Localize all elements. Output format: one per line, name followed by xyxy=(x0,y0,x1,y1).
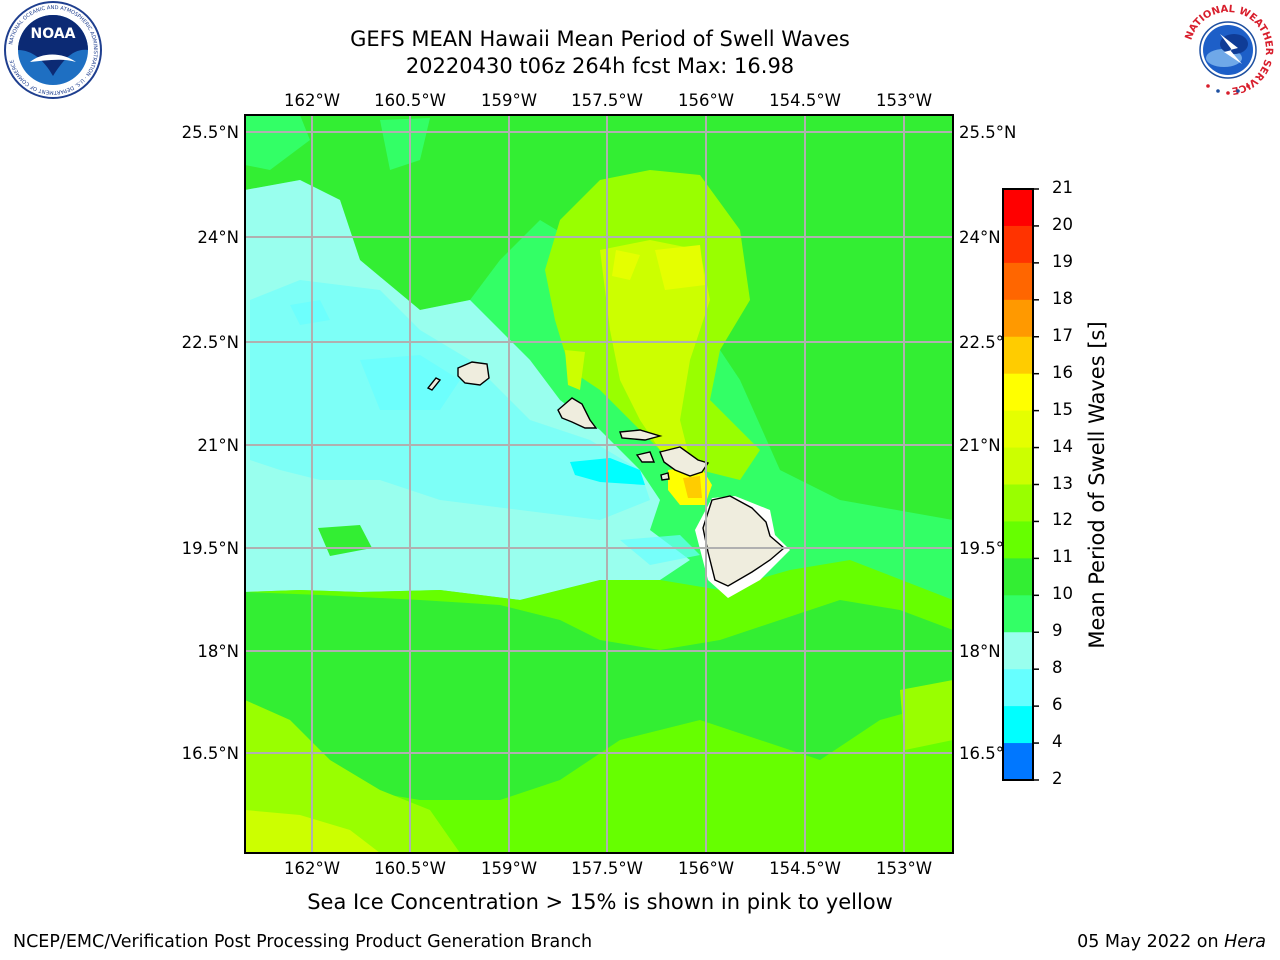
lat-label-left: 24°N xyxy=(197,228,239,247)
colorbar-label: 16 xyxy=(1052,362,1073,382)
lat-label-left: 22.5°N xyxy=(182,333,239,352)
colorbar-segment xyxy=(1003,595,1033,633)
lon-label-bottom: 162°W xyxy=(284,859,340,878)
colorbar-label: 17 xyxy=(1052,325,1073,345)
contour-13-14 xyxy=(600,240,710,460)
colorbar-label: 18 xyxy=(1052,288,1073,308)
contour-14-15 xyxy=(655,245,705,290)
lon-label-top: 156°W xyxy=(678,91,734,110)
colorbar-segment xyxy=(1003,410,1033,449)
nws-logo: NATIONAL WEATHER SERVICE xyxy=(1179,1,1277,99)
colorbar-label: 9 xyxy=(1052,621,1063,641)
contour-field xyxy=(245,115,953,853)
footer-host: Hera xyxy=(1224,932,1266,952)
niihau xyxy=(426,377,442,391)
lat-label-left: 18°N xyxy=(197,642,239,661)
colorbar-segment xyxy=(1003,299,1033,338)
colorbar-segment xyxy=(1003,336,1033,375)
svg-text:NOAA: NOAA xyxy=(31,26,76,42)
lat-label-left: 25.5°N xyxy=(182,123,239,142)
lat-label-left: 19.5°N xyxy=(182,539,239,558)
colorbar-label: 14 xyxy=(1052,436,1073,456)
lanai xyxy=(635,451,656,463)
lon-label-bottom: 154.5°W xyxy=(769,859,841,878)
oahu xyxy=(557,397,598,429)
lat-label-right: 25.5°N xyxy=(959,123,1016,142)
lat-label-left: 16.5°N xyxy=(182,744,239,763)
lon-label-top: 160.5°W xyxy=(374,91,446,110)
colorbar-segment xyxy=(1003,743,1033,781)
lon-label-top: 159°W xyxy=(481,91,537,110)
contour-11-mid-south xyxy=(245,592,953,800)
colorbar-label: 15 xyxy=(1052,399,1073,419)
colorbar-label: 19 xyxy=(1052,251,1073,271)
footer-date-text: 05 May 2022 on xyxy=(1077,932,1225,952)
colorbar-segment xyxy=(1003,669,1033,707)
lon-label-bottom: 160.5°W xyxy=(374,859,446,878)
lat-label-left: 21°N xyxy=(197,436,239,455)
colorbar-label: 2 xyxy=(1052,769,1063,788)
colorbar-segment xyxy=(1003,262,1033,301)
colorbar-label: 13 xyxy=(1052,473,1073,493)
colorbar-label: 8 xyxy=(1052,658,1063,678)
colorbar-segment xyxy=(1003,373,1033,412)
lon-label-top: 153°W xyxy=(876,91,932,110)
colorbar-segment xyxy=(1003,521,1033,559)
lon-label-top: 154.5°W xyxy=(769,91,841,110)
molokai xyxy=(619,429,663,441)
footer-credit: NCEP/EMC/Verification Post Processing Pr… xyxy=(13,932,593,952)
colorbar-label: 6 xyxy=(1052,695,1063,715)
lon-label-bottom: 153°W xyxy=(876,859,932,878)
caption: Sea Ice Concentration > 15% is shown in … xyxy=(307,890,893,914)
lon-label-bottom: 156°W xyxy=(678,859,734,878)
colorbar-frame xyxy=(1002,188,1034,781)
colorbar-segment xyxy=(1003,225,1033,264)
lat-label-right: 24°N xyxy=(959,228,1001,247)
noaa-logo: NATIONAL OCEANIC AND ATMOSPHERIC ADMINIS… xyxy=(4,1,102,99)
colorbar-title: Mean Period of Swell Waves [s] xyxy=(1085,321,1109,649)
colorbar-label: 20 xyxy=(1052,214,1073,234)
lon-label-bottom: 157.5°W xyxy=(571,859,643,878)
lon-label-top: 157.5°W xyxy=(571,91,643,110)
map-frame xyxy=(244,114,954,854)
colorbar-label: 11 xyxy=(1052,547,1073,567)
colorbar-label: 21 xyxy=(1052,178,1073,197)
kauai xyxy=(457,361,490,386)
colorbar-segment xyxy=(1003,447,1033,485)
contour-16-17 xyxy=(683,476,702,498)
lat-label-right: 21°N xyxy=(959,436,1001,455)
footer-date: 05 May 2022 on Hera xyxy=(1077,932,1266,952)
colorbar-label: 12 xyxy=(1052,510,1073,530)
lon-label-top: 162°W xyxy=(284,91,340,110)
maui xyxy=(659,446,710,477)
colorbar-label: 10 xyxy=(1052,584,1073,604)
big-island xyxy=(702,495,786,587)
colorbar xyxy=(1003,188,1039,781)
colorbar-label: 4 xyxy=(1052,732,1063,752)
map-subtitle: 20220430 t06z 264h fcst Max: 16.98 xyxy=(405,54,795,78)
contour-8-9 xyxy=(250,280,650,520)
lat-label-right: 18°N xyxy=(959,642,1001,661)
kahoolawe xyxy=(660,472,670,481)
colorbar-segment xyxy=(1003,558,1033,596)
colorbar-segment xyxy=(1003,706,1033,744)
colorbar-segment xyxy=(1003,632,1033,670)
islands xyxy=(426,361,786,587)
colorbar-segment xyxy=(1003,189,1033,227)
contour-11-12-north xyxy=(245,115,953,520)
map-title: GEFS MEAN Hawaii Mean Period of Swell Wa… xyxy=(350,27,850,51)
colorbar-segment xyxy=(1003,484,1033,522)
lon-label-bottom: 159°W xyxy=(481,859,537,878)
graticule xyxy=(245,115,953,853)
